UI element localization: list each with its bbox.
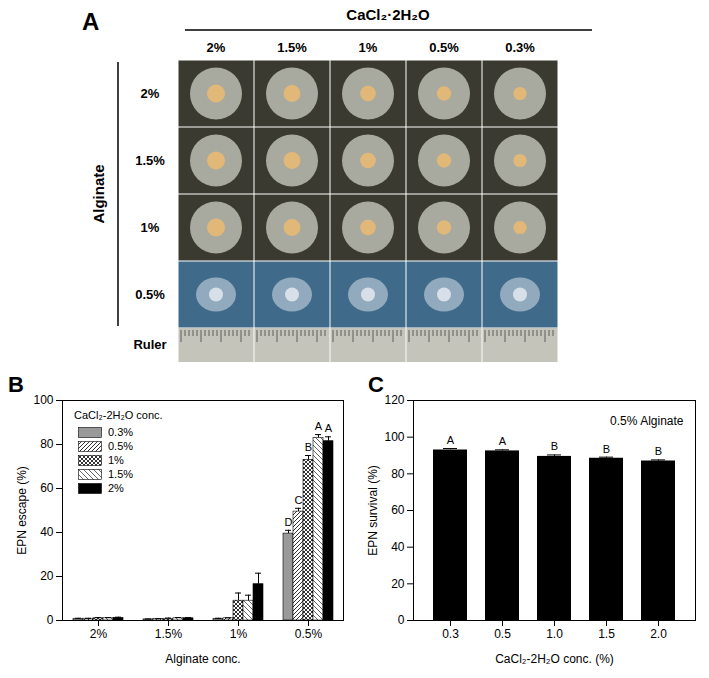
svg-text:CaCl₂·2H₂O: CaCl₂·2H₂O xyxy=(346,6,430,23)
html-text:1%: 1% xyxy=(108,454,124,466)
svg-text:0.3: 0.3 xyxy=(442,627,459,641)
svg-text:0: 0 xyxy=(398,613,405,627)
html-text:1.5%: 1.5% xyxy=(108,468,134,480)
svg-text:A: A xyxy=(82,8,99,35)
svg-text:B: B xyxy=(551,440,558,452)
svg-text:80: 80 xyxy=(40,437,54,451)
svg-text:B: B xyxy=(305,441,312,453)
svg-text:40: 40 xyxy=(40,525,54,539)
svg-text:A: A xyxy=(447,434,455,446)
html-text:0.3%: 0.3% xyxy=(108,426,134,438)
svg-text:1.0: 1.0 xyxy=(546,627,563,641)
html-text:B: B xyxy=(8,372,24,397)
svg-text:CaCl₂-2H₂O conc. (%): CaCl₂-2H₂O conc. (%) xyxy=(495,652,614,666)
svg-text:1.5%: 1.5% xyxy=(155,627,183,641)
svg-text:100: 100 xyxy=(33,393,53,407)
svg-text:0.5% Alginate: 0.5% Alginate xyxy=(610,414,684,428)
svg-text:D: D xyxy=(285,516,293,528)
html-text:C: C xyxy=(368,372,384,397)
svg-text:120: 120 xyxy=(384,393,404,407)
svg-text:B: B xyxy=(655,445,662,457)
svg-text:0.5%: 0.5% xyxy=(135,287,165,302)
svg-text:0: 0 xyxy=(47,613,54,627)
svg-text:1%: 1% xyxy=(230,627,248,641)
svg-text:60: 60 xyxy=(40,481,54,495)
svg-text:2%: 2% xyxy=(90,627,108,641)
svg-text:Alginate conc.: Alginate conc. xyxy=(165,652,240,666)
svg-text:0.3%: 0.3% xyxy=(505,40,535,55)
svg-text:1%: 1% xyxy=(359,40,378,55)
html-text:0.5%: 0.5% xyxy=(108,440,134,452)
svg-text:EPN escape (%): EPN escape (%) xyxy=(15,466,29,555)
svg-text:1%: 1% xyxy=(141,220,160,235)
html-text:CaCl₂-2H₂O conc.: CaCl₂-2H₂O conc. xyxy=(74,409,163,421)
svg-text:0.5%: 0.5% xyxy=(429,40,459,55)
svg-text:20: 20 xyxy=(40,569,54,583)
svg-text:0.5%: 0.5% xyxy=(295,627,323,641)
svg-text:40: 40 xyxy=(391,540,405,554)
svg-text:100: 100 xyxy=(384,430,404,444)
svg-text:A: A xyxy=(325,422,333,434)
html-text:2%: 2% xyxy=(108,482,124,494)
svg-text:B: B xyxy=(603,443,610,455)
svg-text:2.0: 2.0 xyxy=(650,627,667,641)
svg-text:20: 20 xyxy=(391,577,405,591)
svg-text:A: A xyxy=(499,435,507,447)
svg-text:C: C xyxy=(295,494,303,506)
svg-text:2%: 2% xyxy=(207,40,226,55)
svg-text:0.5: 0.5 xyxy=(494,627,511,641)
svg-text:1.5%: 1.5% xyxy=(135,153,165,168)
svg-text:1.5: 1.5 xyxy=(598,627,615,641)
svg-text:2%: 2% xyxy=(141,86,160,101)
svg-text:EPN survival (%): EPN survival (%) xyxy=(366,465,380,556)
svg-text:Alginate: Alginate xyxy=(90,164,107,223)
svg-text:A: A xyxy=(315,420,323,432)
svg-text:1.5%: 1.5% xyxy=(277,40,307,55)
svg-text:60: 60 xyxy=(391,503,405,517)
svg-text:80: 80 xyxy=(391,467,405,481)
svg-text:Ruler: Ruler xyxy=(133,337,166,352)
